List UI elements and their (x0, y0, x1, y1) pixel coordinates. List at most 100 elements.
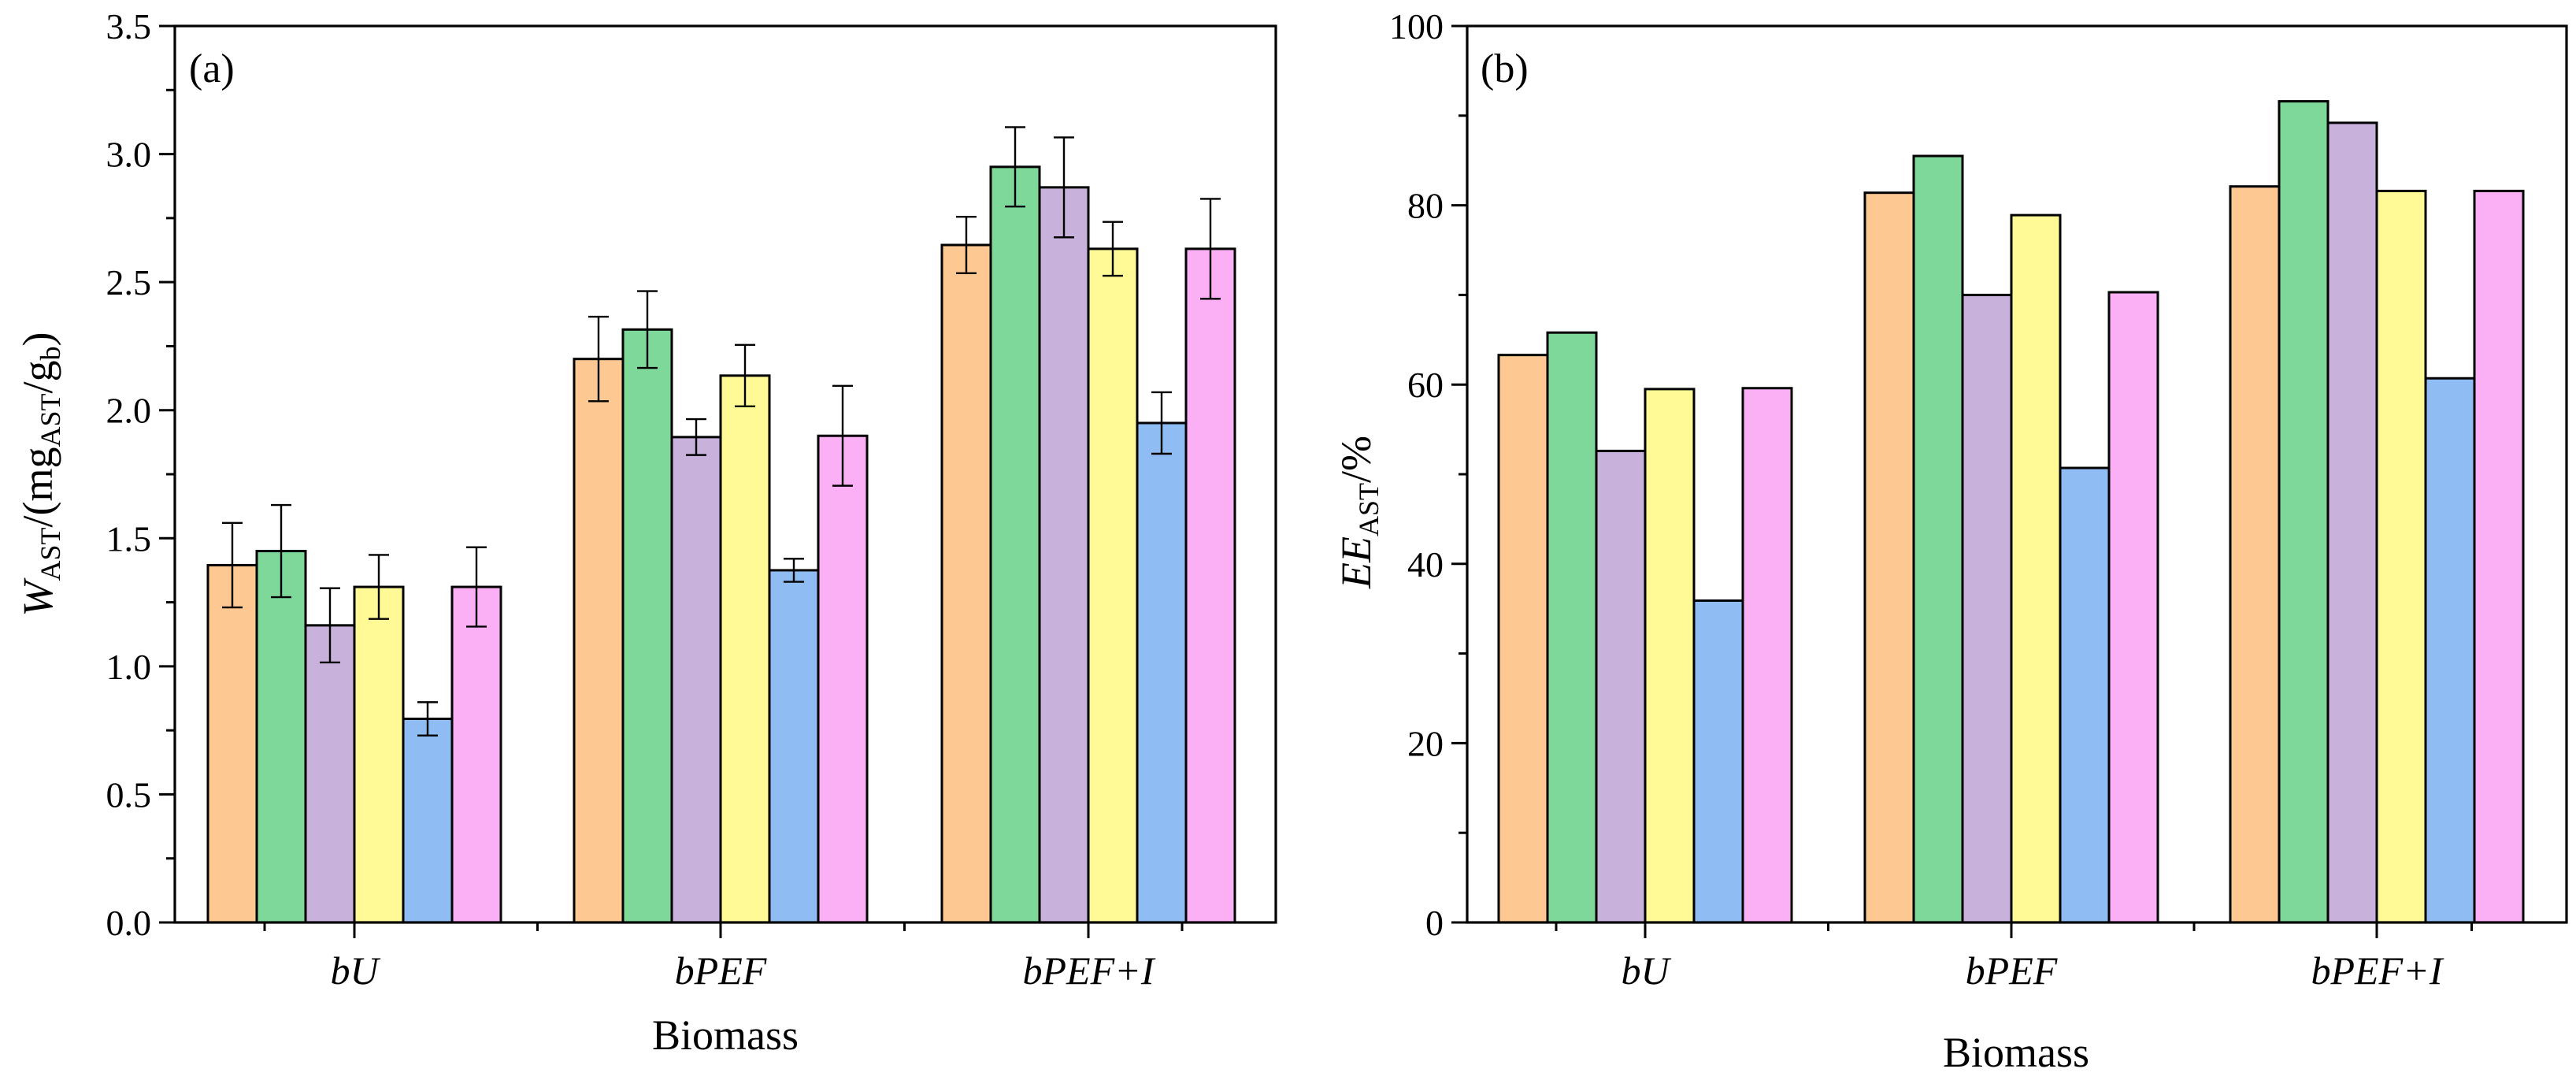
panel-a-bar-bPEF-s6 (817, 434, 869, 924)
panel-b-bar-bPEF-s2 (1912, 154, 1964, 924)
panel-a-bar-bPEF-s4 (719, 374, 771, 924)
panel-a-errorbar-bPEF-s3 (686, 418, 706, 456)
panel-b-bar-bPEF+I-s1 (2229, 185, 2281, 924)
panel-a-errorbar-bU-s6 (466, 546, 487, 628)
panel-a-ytick-label-0.0: 0.0 (106, 903, 152, 943)
panel-a-ytick-label-1.5: 1.5 (106, 518, 152, 559)
panel-a-x-axis-title: Biomass (652, 1011, 799, 1059)
panel-b-ytick-label-80: 80 (1407, 186, 1444, 226)
panel-a-bar-bU-s3 (304, 624, 356, 924)
panel-b-label: (b) (1481, 46, 1529, 91)
panel-a-errorbar-bPEF-s5 (784, 558, 804, 583)
panel-a-ytick-label-0.5: 0.5 (106, 774, 152, 815)
panel-b-bar-bPEF-s3 (1961, 293, 2013, 924)
panel-b-ytick-label-40: 40 (1407, 544, 1444, 585)
panel-a-errorbar-bPEF+I-s5 (1151, 391, 1172, 455)
panel-a-ytick-label-3.0: 3.0 (106, 135, 152, 175)
panel-a-ytick-label-2.5: 2.5 (106, 262, 152, 302)
panel-b-y-title-unit: /% (1332, 436, 1380, 483)
panel-b-ytick-label-0: 0 (1425, 903, 1444, 943)
panel-a-bar-bPEF+I-s2 (989, 165, 1041, 924)
panel-a-plot-frame (173, 24, 1277, 924)
panel-a-bar-bU-s2 (255, 550, 307, 924)
panel-a-y-title-unit-sub2: b (35, 346, 66, 360)
panel-b-x-axis-ticks: bU bPEF bPEF+I (1555, 922, 2473, 993)
panel-a-bar-bU-s4 (353, 585, 405, 924)
panel-a-bar-bPEF+I-s4 (1087, 247, 1139, 924)
panel-b-bar-bU-s6 (1741, 387, 1793, 924)
panel-a-y-axis-title: WAST/(mgAST/gb) (14, 332, 66, 616)
panel-b-ytick-label-20: 20 (1407, 723, 1444, 763)
panel-a-errorbar-bU-s3 (320, 587, 340, 664)
panel-a-errorbar-bPEF+I-s6 (1200, 198, 1221, 300)
panel-a-bar-bPEF-s1 (573, 358, 625, 924)
panel-a-errorbar-bPEF+I-s4 (1103, 221, 1123, 277)
panel-a-y-title-var: W (14, 577, 61, 617)
panel-b-ytick-label-100: 100 (1389, 6, 1444, 46)
panel-a-category-label-bPEF+I: bPEF+I (1022, 948, 1155, 993)
panel-a-y-title-unit-sub1: AST (35, 393, 66, 447)
panel-a-errorbar-bPEF-s6 (832, 384, 853, 487)
panel-a-bar-bU-s6 (450, 585, 502, 924)
panel-b-bar-bPEF-s1 (1863, 191, 1915, 924)
panel-b-bar-bPEF+I-s6 (2473, 189, 2525, 924)
panel-b-chart: 0 20 40 60 80 100 bU bPEF bPEF+I (b) Biomass EE… (1332, 6, 2568, 1076)
panel-b-bar-bU-s1 (1497, 354, 1549, 924)
panel-a-errorbar-bU-s2 (271, 503, 291, 599)
panel-a-y-title-unit-open: /(mg (14, 447, 61, 528)
panel-b-bar-bU-s4 (1644, 388, 1696, 924)
panel-b-category-label-bPEF+I: bPEF+I (2311, 948, 2444, 993)
panel-a-label: (a) (189, 46, 235, 91)
panel-a-bar-bPEF+I-s3 (1038, 186, 1090, 924)
panel-a-category-label-bPEF: bPEF (675, 948, 767, 993)
panel-a-bar-bU-s5 (402, 718, 454, 924)
panel-a-errorbar-bU-s4 (369, 554, 389, 620)
panel-a-bars (206, 126, 1236, 924)
panel-b-plot-frame (1466, 24, 2568, 924)
panel-a-errorbar-bPEF-s1 (588, 315, 609, 403)
panel-a-ytick-label-3.5: 3.5 (106, 6, 152, 46)
panel-b-y-title-var: EE (1332, 536, 1380, 589)
panel-b-bar-bU-s3 (1595, 449, 1647, 924)
panel-a-bar-bPEF+I-s5 (1136, 421, 1188, 924)
panel-b-y-axis-ticks: 0 20 40 60 80 100 (1389, 6, 1467, 943)
panel-b-bar-bU-s5 (1692, 599, 1744, 924)
panel-b-category-label-bU: bU (1621, 948, 1671, 993)
panel-b-x-axis-title: Biomass (1943, 1029, 2089, 1076)
panel-a-bar-bPEF-s2 (621, 328, 673, 924)
panel-a-bar-bPEF-s3 (670, 436, 722, 924)
panel-a-errorbar-bPEF-s4 (735, 343, 755, 408)
panel-a-x-axis-ticks: bU bPEF bPEF+I (263, 922, 1184, 993)
panel-b-bar-bPEF+I-s4 (2375, 189, 2427, 924)
panel-b-ytick-label-60: 60 (1407, 365, 1444, 405)
panel-a-ytick-label-2.0: 2.0 (106, 391, 152, 431)
panel-a-bar-bPEF+I-s1 (940, 243, 992, 924)
panel-b-bar-bPEF-s4 (2010, 213, 2062, 924)
panel-b-bar-bPEF+I-s3 (2326, 121, 2378, 924)
panel-a-category-label-bU: bU (330, 948, 380, 993)
panel-a-y-title-unit-mid: /g (14, 360, 61, 393)
panel-a-bar-bPEF+I-s6 (1184, 247, 1236, 924)
panel-b-bar-bPEF-s6 (2107, 291, 2159, 924)
panel-a-errorbar-bU-s1 (222, 521, 243, 609)
panel-b-bars (1497, 100, 2525, 924)
panel-a-errorbar-bPEF+I-s2 (1005, 126, 1025, 208)
panel-a-errorbar-bU-s5 (417, 701, 438, 737)
panel-b-bar-bU-s2 (1546, 331, 1598, 924)
panel-a-errorbar-bPEF+I-s3 (1054, 136, 1074, 239)
panel-a-y-axis-ticks: 0.0 0.5 1.0 1.5 2.0 2.5 3.0 3.5 (106, 6, 175, 943)
panel-a-ytick-label-1.0: 1.0 (106, 647, 152, 687)
panel-b-bar-bPEF-s5 (2059, 466, 2111, 924)
panel-b-y-title-var-sub: AST (1353, 483, 1384, 536)
panel-b-category-label-bPEF: bPEF (1966, 948, 2058, 993)
panel-b-bar-bPEF+I-s5 (2424, 377, 2476, 924)
panel-a-y-title-unit-close: ) (14, 332, 61, 346)
panel-a-errorbar-bPEF-s2 (637, 290, 658, 369)
panel-b-bar-bPEF+I-s2 (2278, 100, 2330, 924)
panel-a-bar-bU-s1 (206, 563, 258, 924)
panel-a-chart: 0.0 0.5 1.0 1.5 2.0 2.5 3.0 3.5 bU bPEF bPEF+I (a… (14, 6, 1277, 1059)
panel-b-y-axis-title: EEAST/% (1332, 436, 1384, 589)
panel-a-bar-bPEF-s5 (768, 569, 820, 924)
panel-a-errorbar-bPEF+I-s1 (956, 216, 977, 274)
